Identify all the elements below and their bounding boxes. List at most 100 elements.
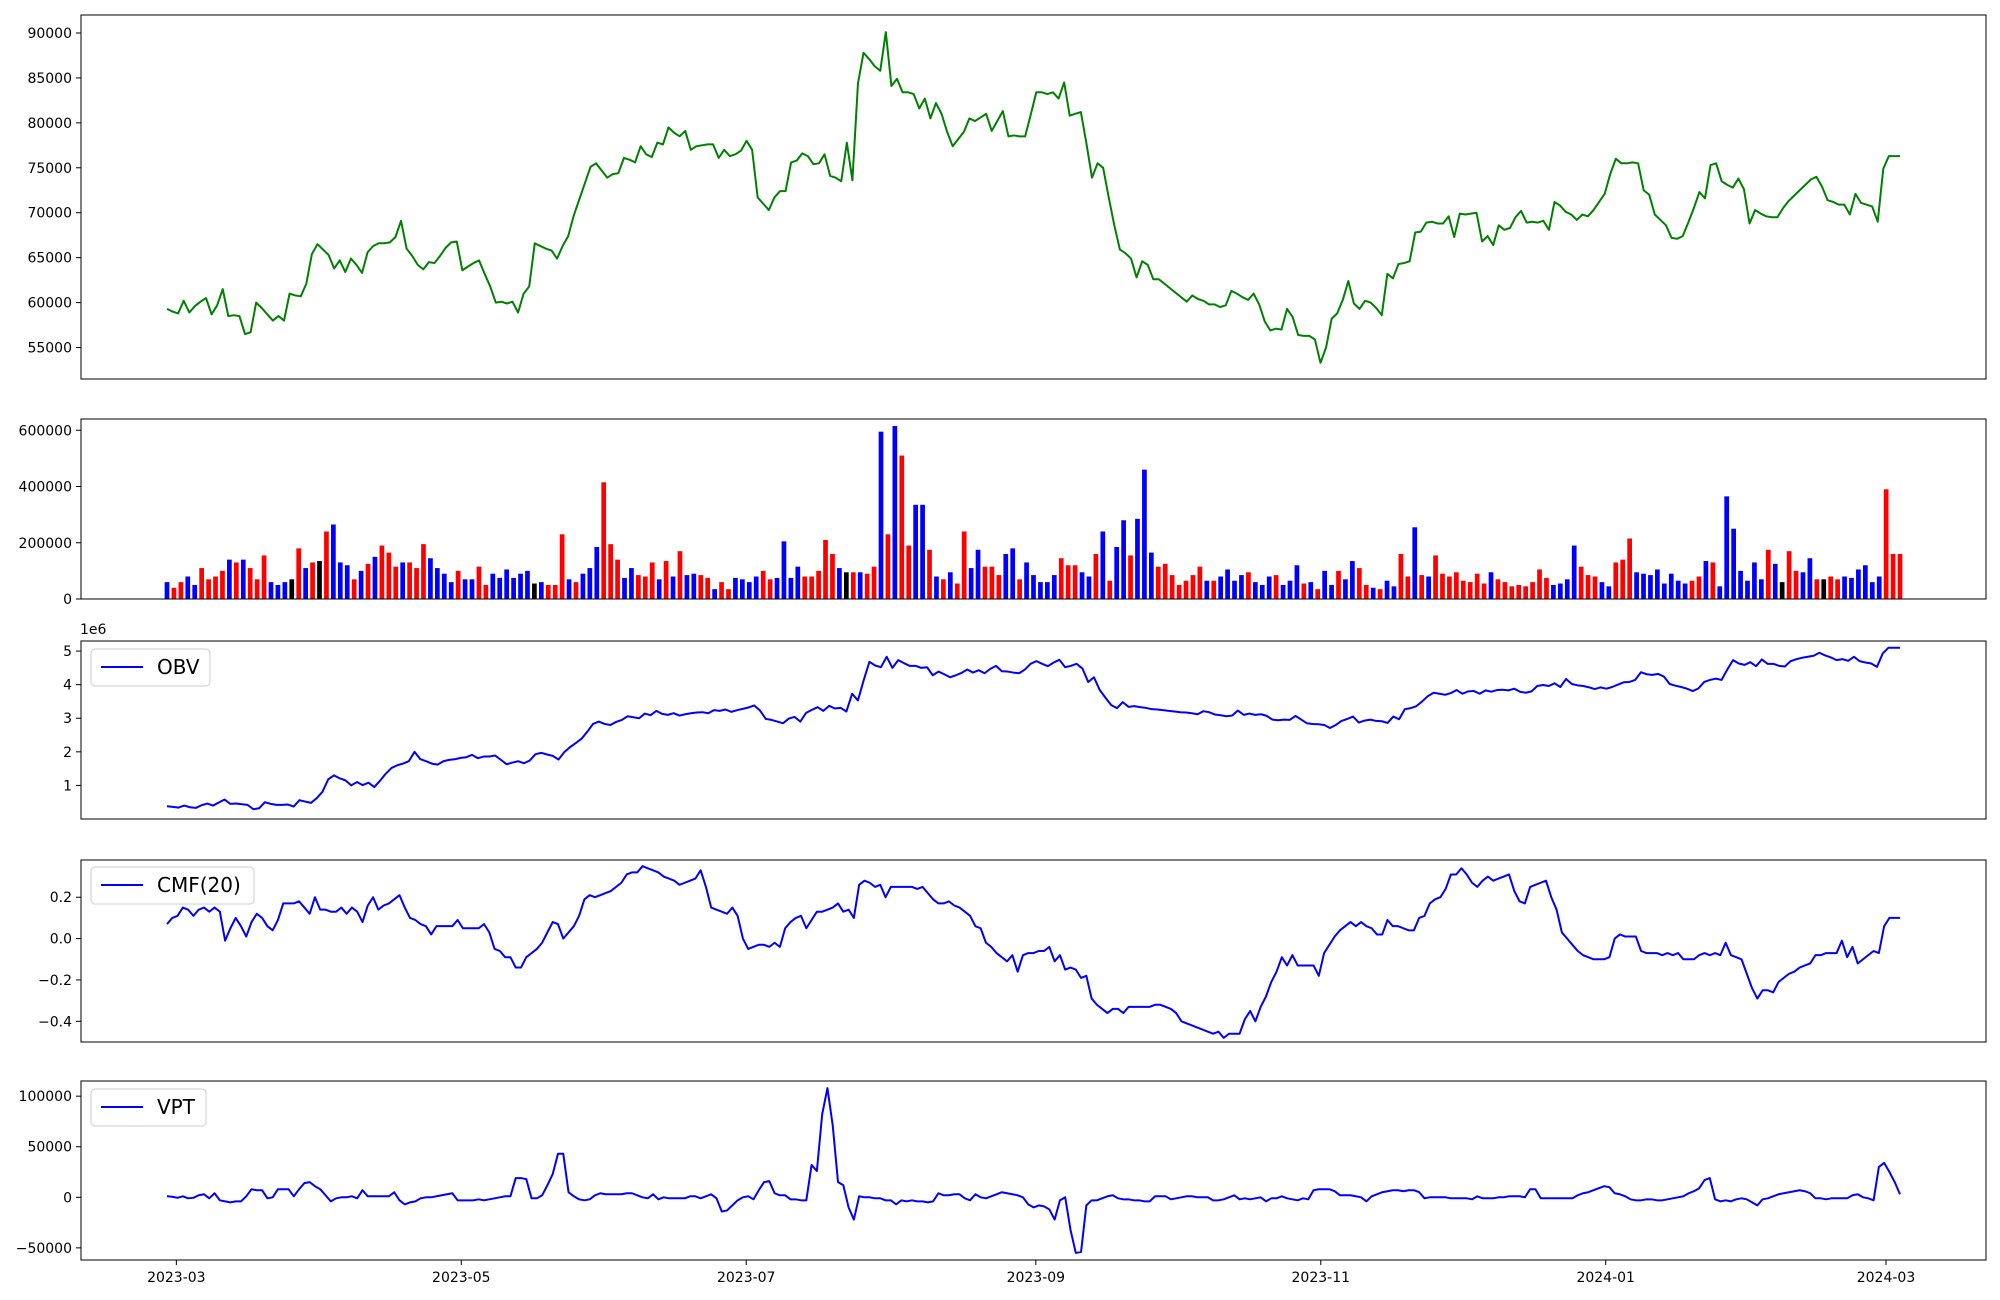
volume-bar bbox=[594, 546, 600, 599]
cmf-ytick-label: 0.0 bbox=[50, 932, 72, 948]
xtick-label: 2023-05 bbox=[432, 1270, 491, 1286]
volume-bar bbox=[1121, 520, 1126, 599]
volume-bar bbox=[1731, 528, 1736, 599]
volume-bar bbox=[781, 541, 787, 599]
volume-bar bbox=[629, 568, 634, 599]
volume-bar bbox=[1114, 546, 1120, 599]
volume-bar bbox=[1502, 582, 1508, 600]
volume-bar bbox=[1703, 561, 1709, 599]
volume-bar bbox=[760, 570, 766, 600]
volume-bar bbox=[857, 572, 863, 599]
volume-bar bbox=[1675, 580, 1681, 599]
volume-bar bbox=[414, 568, 419, 599]
volume-bar bbox=[1294, 565, 1300, 599]
volume-ytick-label: 400000 bbox=[19, 480, 72, 496]
volume-bar bbox=[1259, 584, 1265, 599]
volume-bar bbox=[254, 579, 260, 599]
volume-bar bbox=[192, 584, 198, 599]
cmf-legend-label: CMF(20) bbox=[157, 873, 241, 897]
volume-panel: 0 200000 400000 600000 bbox=[19, 418, 1987, 608]
vpt-legend-box bbox=[90, 1088, 207, 1127]
volume-bar bbox=[1280, 584, 1286, 599]
volume-bar bbox=[289, 579, 295, 599]
volume-bar bbox=[975, 549, 981, 599]
volume-bar bbox=[746, 582, 752, 600]
volume-bar bbox=[1051, 575, 1057, 599]
volume-bar bbox=[1426, 576, 1431, 599]
volume-bar bbox=[1017, 579, 1022, 599]
vpt-legend: VPT bbox=[90, 1088, 207, 1127]
vpt-ytick-label: −50000 bbox=[16, 1241, 72, 1257]
volume-bar bbox=[386, 552, 392, 599]
volume-bar bbox=[1336, 570, 1341, 600]
xtick-label: 2023-07 bbox=[717, 1270, 776, 1286]
volume-bar bbox=[178, 582, 184, 600]
volume-bar bbox=[587, 568, 593, 599]
volume-bar bbox=[455, 570, 461, 600]
volume-bar bbox=[656, 579, 662, 599]
volume-bar bbox=[691, 573, 697, 599]
volume-bar bbox=[240, 559, 246, 600]
volume-bar bbox=[1661, 583, 1667, 599]
volume-bar bbox=[1648, 575, 1653, 599]
volume-bar bbox=[199, 568, 205, 599]
volume-bar bbox=[358, 570, 364, 600]
volume-bar bbox=[538, 582, 544, 600]
volume-bar bbox=[1010, 548, 1016, 600]
volume-bar bbox=[1370, 587, 1376, 599]
volume-bar bbox=[1495, 579, 1501, 599]
volume-bar bbox=[823, 539, 828, 599]
volume-bar bbox=[1759, 579, 1764, 599]
volume-bar bbox=[185, 576, 191, 599]
vpt-ytick-label: 50000 bbox=[27, 1140, 72, 1156]
volume-bar bbox=[1128, 555, 1133, 599]
volume-bar bbox=[1682, 583, 1688, 599]
volume-bar bbox=[400, 562, 406, 599]
volume-bar bbox=[1897, 554, 1903, 599]
volume-bar bbox=[1148, 552, 1154, 599]
volume-bar bbox=[1564, 579, 1570, 599]
volume-bar bbox=[1398, 554, 1404, 599]
volume-bar bbox=[559, 534, 565, 599]
obv-offset-label: 1e6 bbox=[80, 622, 107, 638]
volume-bar bbox=[1211, 580, 1217, 599]
volume-bar bbox=[1474, 573, 1480, 599]
volume-bar bbox=[843, 572, 849, 599]
volume-bar bbox=[1447, 576, 1452, 599]
volume-bar bbox=[802, 576, 808, 599]
volume-bar bbox=[227, 559, 232, 600]
volume-bar bbox=[407, 562, 412, 599]
volume-bar bbox=[545, 584, 551, 599]
volume-axes-frame bbox=[80, 418, 1987, 600]
vpt-ytick-label: 0 bbox=[63, 1190, 72, 1206]
volume-bar bbox=[171, 587, 177, 599]
vpt-panel: −50000 0 50000 100000 2023-03 2023-05 2023-07… bbox=[16, 1080, 1987, 1286]
volume-bar bbox=[636, 575, 641, 599]
volume-bar bbox=[421, 544, 426, 599]
volume-bar bbox=[1835, 579, 1840, 599]
volume-bar bbox=[448, 582, 454, 600]
volume-bar bbox=[1093, 554, 1099, 599]
volume-bar bbox=[365, 563, 371, 599]
volume-bar bbox=[1530, 582, 1535, 600]
vpt-ytick-label: 100000 bbox=[19, 1089, 72, 1105]
volume-bar bbox=[601, 482, 607, 599]
cmf-axes-frame bbox=[80, 859, 1987, 1043]
volume-bar bbox=[233, 562, 239, 599]
volume-bar bbox=[1592, 576, 1598, 599]
volume-bar bbox=[1100, 531, 1106, 599]
volume-bar bbox=[1717, 586, 1723, 599]
volume-bar bbox=[1218, 576, 1224, 599]
volume-bar bbox=[206, 579, 211, 599]
volume-ytick-label: 600000 bbox=[19, 423, 72, 439]
volume-bar bbox=[642, 576, 648, 599]
volume-bar bbox=[954, 583, 960, 599]
volume-bar bbox=[476, 566, 482, 599]
price-axes-frame bbox=[80, 14, 1987, 380]
volume-bar bbox=[615, 559, 620, 600]
cmf-panel: −0.4 −0.2 0.0 0.2 CMF(20) bbox=[38, 859, 1987, 1043]
volume-bar bbox=[1343, 579, 1348, 599]
volume-bar bbox=[1107, 580, 1113, 599]
obv-legend-label: OBV bbox=[157, 655, 200, 679]
